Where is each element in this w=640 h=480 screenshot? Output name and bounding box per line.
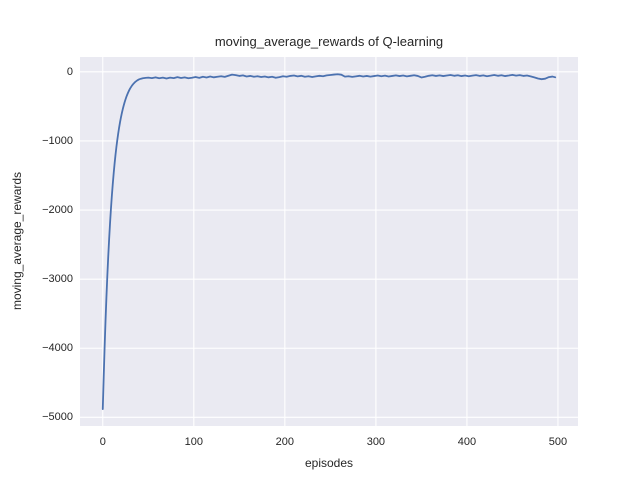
y-tick-label: −3000 [42,273,73,286]
x-axis-label: episodes [304,456,354,470]
y-tick-label: −2000 [42,204,73,217]
x-tick-label: 400 [457,436,477,448]
axes-background [80,57,578,426]
x-tick-label: 300 [366,436,386,448]
gridlines [80,57,578,426]
x-tick-label: 500 [548,436,568,448]
y-tick-label: −5000 [42,411,73,424]
y-tick-label: 0 [66,65,73,78]
y-tick-label: −4000 [42,342,73,355]
moving-average-rewards-line [101,73,557,410]
x-tick-label: 0 [99,436,106,448]
chart-title: moving_average_rewards of Q-learning [214,34,444,49]
y-axis-label: moving_average_rewards [10,171,24,311]
y-tick-label: −1000 [42,134,73,147]
x-tick-label: 200 [275,436,295,448]
x-tick-label: 100 [184,436,203,448]
